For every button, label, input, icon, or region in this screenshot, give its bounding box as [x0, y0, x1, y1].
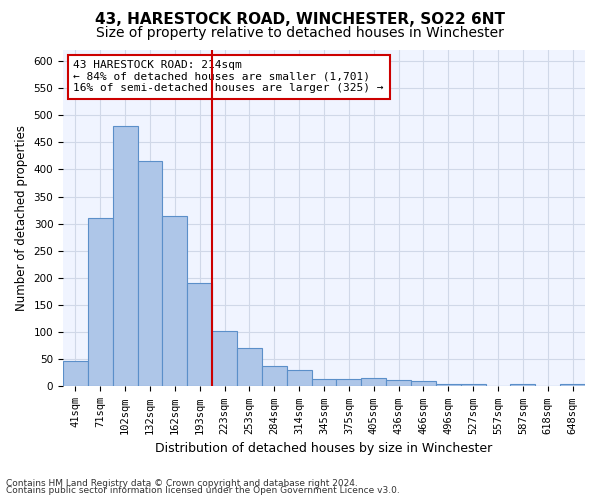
Bar [88, 218, 113, 386]
Bar [411, 381, 436, 386]
X-axis label: Distribution of detached houses by size in Winchester: Distribution of detached houses by size … [155, 442, 493, 455]
Bar [461, 384, 485, 386]
Bar [137, 161, 163, 386]
Bar [187, 284, 212, 387]
Text: Contains HM Land Registry data © Crown copyright and database right 2024.: Contains HM Land Registry data © Crown c… [6, 478, 358, 488]
Bar [287, 370, 311, 386]
Bar [262, 366, 287, 386]
Bar [560, 384, 585, 386]
Bar [337, 380, 361, 386]
Bar [361, 378, 386, 386]
Bar [163, 216, 187, 386]
Bar [386, 380, 411, 386]
Bar [212, 330, 237, 386]
Bar [511, 384, 535, 386]
Y-axis label: Number of detached properties: Number of detached properties [15, 125, 28, 311]
Text: Contains public sector information licensed under the Open Government Licence v3: Contains public sector information licen… [6, 486, 400, 495]
Bar [436, 384, 461, 386]
Text: 43 HARESTOCK ROAD: 214sqm
← 84% of detached houses are smaller (1,701)
16% of se: 43 HARESTOCK ROAD: 214sqm ← 84% of detac… [73, 60, 384, 94]
Bar [63, 362, 88, 386]
Bar [311, 379, 337, 386]
Bar [113, 126, 137, 386]
Bar [237, 348, 262, 387]
Text: Size of property relative to detached houses in Winchester: Size of property relative to detached ho… [96, 26, 504, 40]
Text: 43, HARESTOCK ROAD, WINCHESTER, SO22 6NT: 43, HARESTOCK ROAD, WINCHESTER, SO22 6NT [95, 12, 505, 28]
